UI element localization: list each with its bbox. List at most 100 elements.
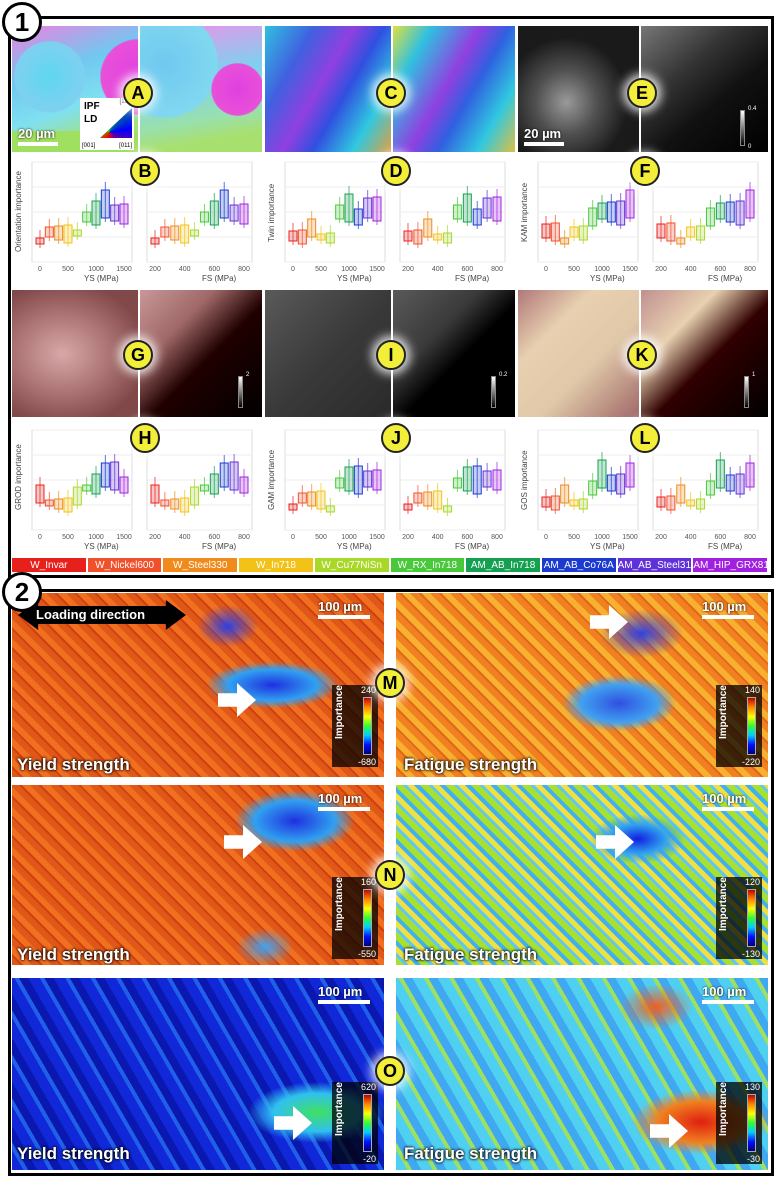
box	[209, 473, 219, 495]
box	[91, 473, 101, 495]
tick-label: 400	[179, 534, 191, 541]
ipf-ld: LD	[84, 114, 98, 125]
grod-colorbar: 2	[238, 372, 256, 412]
box	[110, 461, 120, 491]
scalebar-m-fs: 100 µm	[702, 599, 754, 619]
box	[625, 189, 635, 219]
plot-orientation: 0 500 1000 1500 200 400 600 800 YS (MPa) FS (MP…	[12, 152, 262, 285]
box	[462, 193, 472, 223]
box	[344, 193, 354, 223]
tick-label: 500	[315, 534, 327, 541]
legend-item: AM_AB_Co76A	[540, 557, 617, 573]
box	[100, 462, 110, 488]
label-k: K	[627, 340, 657, 370]
box	[229, 204, 239, 222]
box	[239, 476, 249, 494]
importance-map-fs-n: 100 µm 120 -130 Importance Fatigue strengt…	[396, 785, 768, 965]
tick-label: 200	[655, 534, 667, 541]
importance-map-fs-o: 100 µm 130 -30 Importance Fatigue strength	[396, 978, 768, 1170]
box	[745, 462, 755, 488]
importance-map-fs-m: 100 µm 140 -220 Importance Fatigue strengt…	[396, 593, 768, 777]
label-d: D	[381, 156, 411, 186]
ylabel: Twin importance	[267, 183, 276, 242]
box	[472, 465, 482, 495]
xlabel: YS (MPa)	[337, 274, 372, 283]
colorbar-m-fs: 140 -220 Importance	[716, 685, 762, 767]
tick-label: 1500	[369, 534, 385, 541]
tick-label: 1000	[594, 266, 610, 273]
ipf-title: IPF	[84, 101, 100, 112]
box	[325, 232, 335, 244]
box	[616, 473, 626, 495]
scalebar-e: 20 µm	[524, 126, 564, 146]
box	[625, 462, 635, 488]
legend-item: W_Cu77NiSn	[313, 557, 390, 573]
box	[578, 498, 588, 510]
material-legend: W_Invar W_Nickel600 W_Steel330 W_In718 W_Cu7…	[11, 557, 769, 573]
tick-label: 1500	[116, 266, 132, 273]
xlabel: YS (MPa)	[84, 274, 119, 283]
box	[423, 218, 433, 238]
scalebar-o-fs: 100 µm	[702, 984, 754, 1004]
box	[656, 496, 666, 508]
legend-item: W_Steel330	[162, 557, 239, 573]
box	[686, 499, 696, 507]
colorbar-m-ys: 240 -680 Importance	[332, 685, 378, 767]
arrow-icon	[650, 1114, 688, 1148]
box	[725, 474, 735, 492]
xlabel: YS (MPa)	[84, 542, 119, 551]
box	[363, 470, 373, 488]
ylabel: GOS importance	[520, 450, 529, 510]
box	[578, 225, 588, 241]
box	[705, 480, 715, 496]
twin-map-ys	[265, 26, 391, 153]
tick-label: 800	[744, 266, 756, 273]
box	[482, 197, 492, 219]
box	[423, 491, 433, 507]
box	[492, 196, 502, 222]
xlabel: FS (MPa)	[202, 274, 237, 283]
loading-direction-label: Loading direction	[36, 607, 146, 622]
kam-map-fs: 0.4 0	[641, 26, 768, 153]
tick-label: 0	[38, 534, 42, 541]
legend-item: W_Nickel600	[86, 557, 163, 573]
box	[606, 201, 616, 223]
box	[606, 474, 616, 492]
box	[492, 469, 502, 491]
yield-strength-label: Yield strength	[17, 1144, 130, 1163]
box	[335, 204, 345, 220]
label-o: O	[375, 1056, 405, 1086]
tick-label: 600	[461, 534, 473, 541]
tick-label: 0	[291, 266, 295, 273]
box	[297, 492, 307, 504]
box	[745, 189, 755, 219]
ylabel: GAM importance	[267, 449, 276, 510]
tick-label: 500	[62, 534, 74, 541]
tick-label: 1000	[88, 534, 104, 541]
tick-label: 500	[568, 534, 580, 541]
gam-colorbar: 0.2	[491, 372, 509, 412]
label-m: M	[375, 668, 405, 698]
colorbar-o-ys: 620 -20 Importance	[332, 1082, 378, 1164]
box	[54, 498, 64, 510]
tick-label: 500	[315, 266, 327, 273]
box	[715, 459, 725, 489]
box	[696, 498, 706, 510]
box	[560, 484, 570, 504]
tick-label: 200	[149, 266, 161, 273]
box	[541, 223, 551, 239]
scalebar-o-ys: 100 µm	[318, 984, 370, 1004]
tick-label: 600	[208, 266, 220, 273]
gos-map-fs: 1	[641, 290, 768, 417]
legend-item: W_Invar	[11, 557, 87, 573]
tick-label: 600	[714, 266, 726, 273]
box	[443, 232, 453, 244]
tick-label: 1000	[594, 534, 610, 541]
box	[325, 505, 335, 513]
kam-colorbar: 0.4 0	[740, 106, 762, 150]
tick-label: 1500	[116, 534, 132, 541]
box	[307, 491, 317, 507]
gam-map-ys	[265, 290, 391, 417]
box	[229, 461, 239, 491]
box	[54, 225, 64, 241]
